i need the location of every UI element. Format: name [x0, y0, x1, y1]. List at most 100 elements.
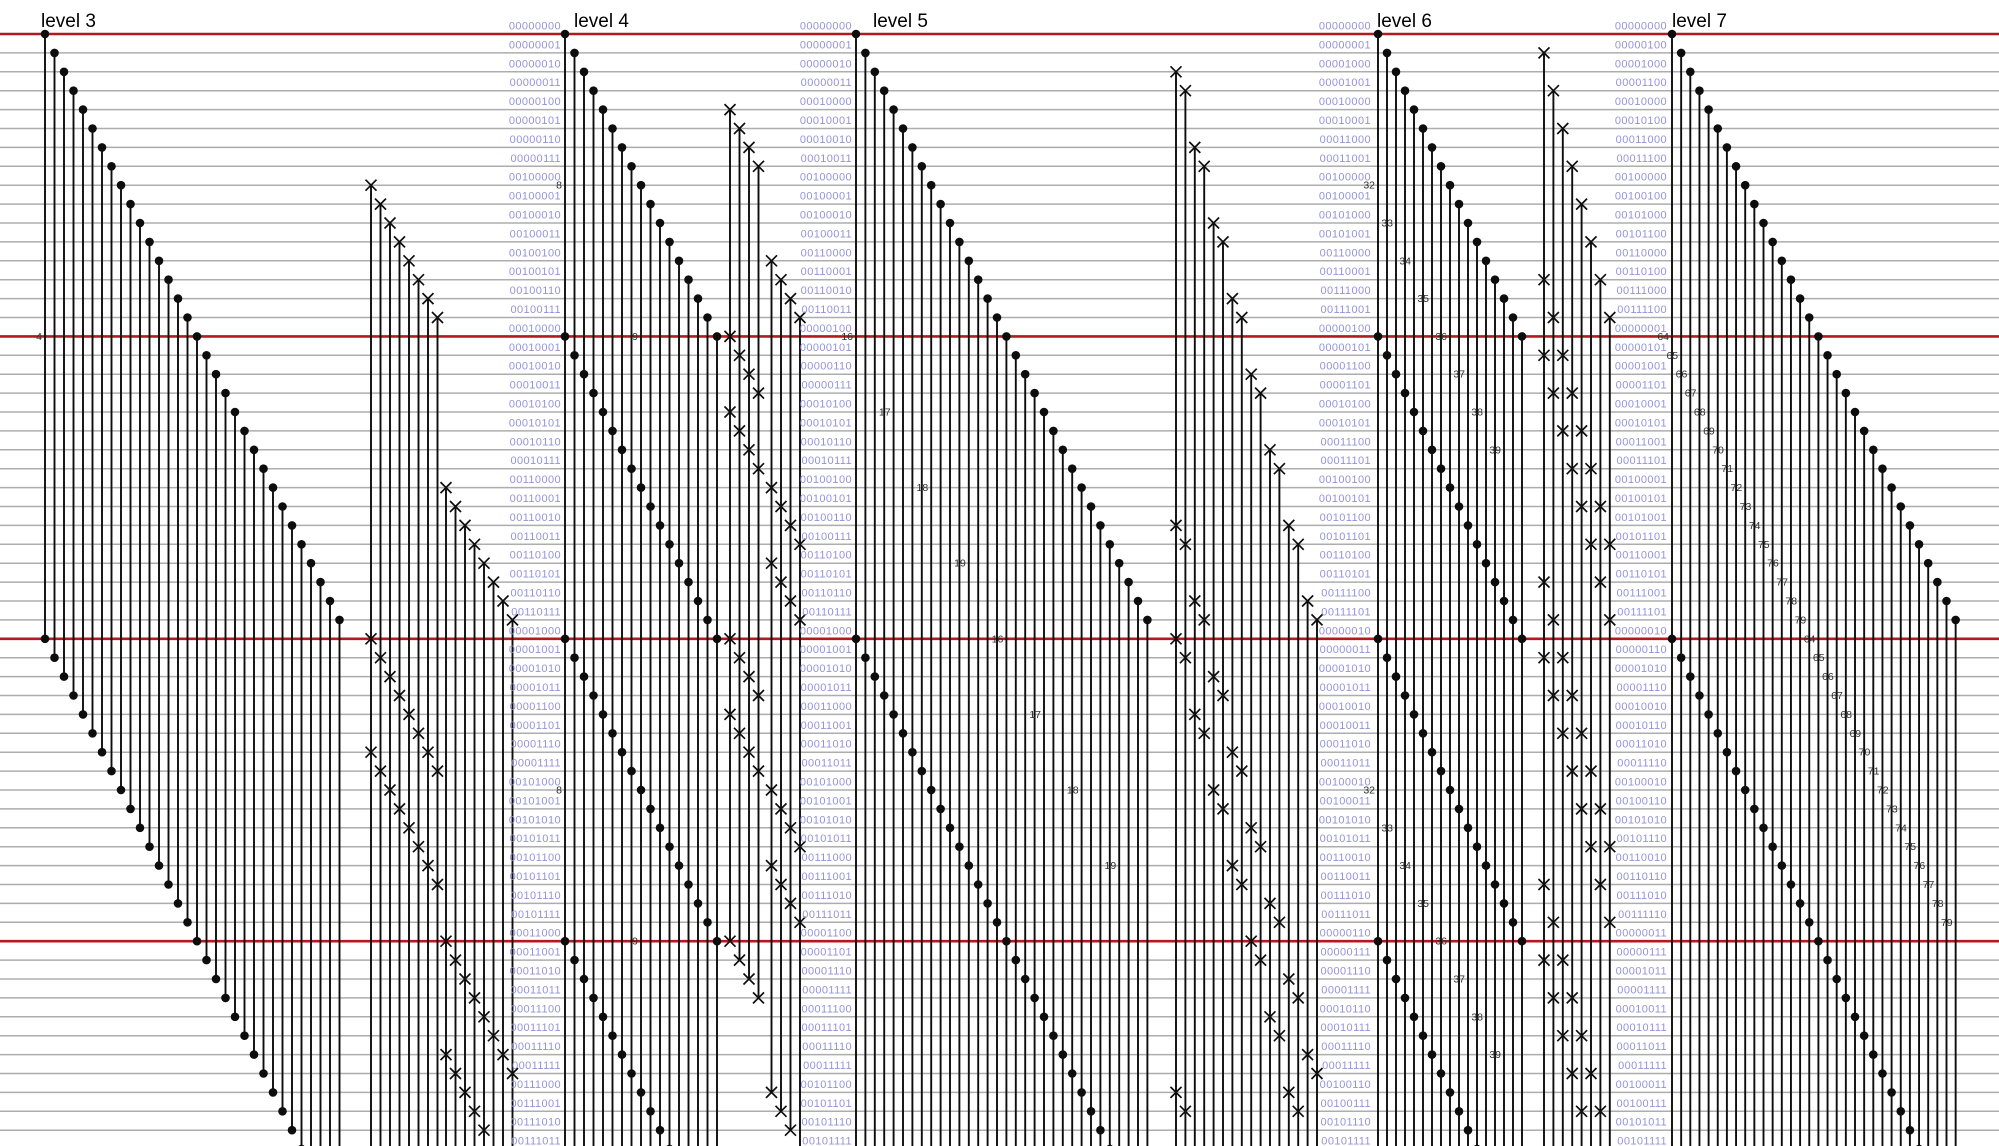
leaf-index-label: 00110001	[510, 493, 561, 505]
x-marker	[1584, 235, 1598, 249]
leaf-index-label: 00110101	[1320, 569, 1371, 581]
x-chain-columns	[364, 179, 519, 1146]
leaf-index-label: 00111011	[511, 1136, 561, 1146]
node-number-label: 75	[1758, 539, 1770, 551]
leaf-index-label: 00011000	[1320, 134, 1371, 146]
node-number-label: 66	[1822, 671, 1834, 683]
x-marker	[421, 859, 435, 872]
leaf-index-label: 00011010	[1616, 739, 1667, 751]
node-number-label: 34	[1399, 860, 1411, 872]
x-marker	[765, 557, 778, 570]
x-marker	[723, 935, 737, 948]
leaf-index-label: 00111110	[1618, 909, 1667, 921]
x-marker	[1537, 349, 1551, 362]
leaf-index-label: 00100110	[1320, 1079, 1371, 1091]
leaf-index-label: 00001000	[1615, 58, 1667, 70]
leaf-index-label: 00101101	[1616, 531, 1667, 543]
leaf-index-label: 00000010	[509, 58, 561, 70]
x-marker	[1556, 122, 1569, 135]
leaf-index-label: 00010010	[1319, 701, 1371, 713]
leaf-index-label: 00010100	[800, 399, 852, 411]
leaf-index-label: 00110110	[801, 588, 852, 600]
node-number-labels: 8 9 8 9	[556, 180, 638, 948]
leaf-index-label: 00111001	[510, 1098, 561, 1110]
level-level-5: 00000000 00000001 00000010 00000011 00010000…	[800, 11, 1324, 1146]
x-marker	[752, 462, 765, 475]
leaf-index-label: 00110000	[510, 474, 561, 486]
leaf-index-label: 00010011	[510, 380, 561, 392]
node-number-label: 16	[841, 331, 853, 343]
x-marker	[506, 1067, 519, 1080]
leaf-index-label: 00000111	[1616, 947, 1667, 959]
x-marker	[1216, 689, 1230, 702]
x-marker	[1207, 783, 1220, 797]
node-number-labels: 4	[36, 331, 42, 343]
leaf-index-label: 00100000	[509, 172, 561, 184]
leaf-index-label: 00100010	[800, 210, 852, 222]
leaf-index-label: 00100110	[1616, 795, 1667, 807]
leaf-index-label: 00011101	[510, 1022, 561, 1034]
x-marker	[468, 538, 481, 551]
x-marker	[1235, 878, 1248, 891]
node-number-label: 18	[1067, 785, 1079, 797]
node-number-label: 8	[556, 180, 562, 192]
node-number-label: 38	[1471, 1011, 1483, 1023]
period-lines	[0, 32, 1999, 943]
x-marker	[439, 935, 453, 948]
x-marker	[402, 821, 416, 834]
x-marker	[393, 689, 406, 702]
leaf-index-label: 00110000	[1320, 247, 1371, 259]
node-number-label: 35	[1417, 898, 1429, 910]
leaf-index-label: 00111101	[1321, 606, 1371, 618]
node-number-label: 65	[1813, 652, 1825, 664]
leaf-index-label: 00000001	[1319, 39, 1371, 51]
x-marker	[1235, 764, 1248, 778]
leaf-index-label: 00010101	[509, 417, 561, 429]
level-title: level 7	[1672, 11, 1727, 32]
node-number-label: 67	[1831, 690, 1843, 702]
x-marker	[1198, 613, 1211, 627]
leaf-index-label: 00001000	[509, 625, 561, 637]
x-marker	[487, 575, 500, 589]
node-number-label: 64	[1804, 633, 1816, 645]
node-number-label: 71	[1721, 463, 1733, 475]
node-number-label: 17	[1029, 709, 1041, 721]
x-marker	[793, 311, 807, 324]
leaf-index-label: 00100000	[800, 172, 852, 184]
node-number-label: 78	[1932, 898, 1944, 910]
leaf-index-label: 00111000	[510, 1079, 561, 1091]
leaf-index-label: 00110110	[510, 588, 561, 600]
x-marker	[742, 443, 756, 456]
leaf-index-label: 00001010	[509, 663, 561, 675]
leaf-index-label: 00010000	[509, 323, 561, 335]
leaf-index-label: 00000000	[1319, 21, 1371, 33]
leaf-index-label: 00010111	[510, 455, 561, 467]
x-marker	[458, 519, 472, 532]
x-marker	[1547, 689, 1560, 702]
x-marker	[1226, 859, 1239, 872]
x-marker	[374, 764, 387, 778]
x-marker	[1254, 386, 1267, 400]
node-number-label: 18	[917, 482, 929, 494]
leaf-index-label: 00001110	[1616, 682, 1667, 694]
x-marker	[402, 708, 416, 721]
x-marker	[1226, 746, 1239, 759]
leaf-index-label: 00110100	[510, 550, 561, 562]
x-marker	[1292, 1105, 1305, 1118]
leaf-index-label: 00001101	[510, 720, 561, 732]
node-number-label: 32	[1363, 180, 1375, 192]
x-marker	[1556, 651, 1569, 664]
leaf-index-label: 00110100	[1320, 550, 1371, 562]
leaf-index-label: 00010101	[1319, 417, 1371, 429]
x-marker	[733, 424, 746, 438]
leaf-index-label: 00001111	[511, 758, 561, 770]
leaf-index-label: 00011000	[510, 928, 561, 940]
leaf-index-label: 00111101	[1617, 606, 1667, 618]
x-chain-columns	[1169, 65, 1324, 1146]
x-marker	[1594, 802, 1607, 816]
leaf-index-label: 00100100	[1319, 474, 1371, 486]
x-marker	[784, 821, 797, 834]
x-marker	[1547, 916, 1560, 929]
node-number-label: 68	[1694, 407, 1706, 419]
level-level-3: 4 level 3	[36, 11, 519, 1146]
